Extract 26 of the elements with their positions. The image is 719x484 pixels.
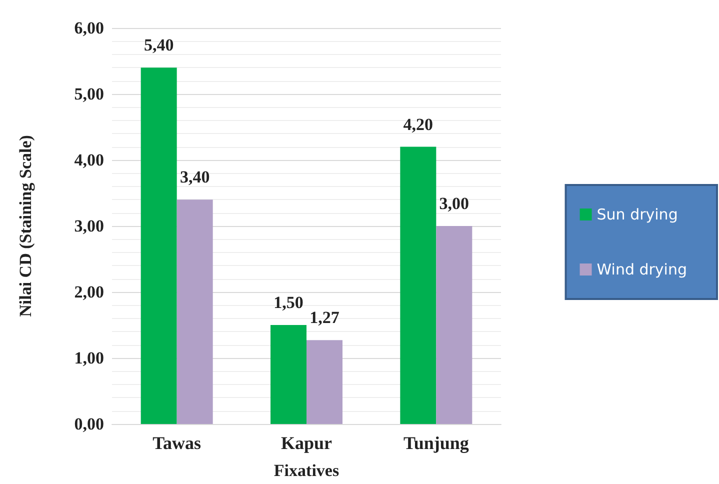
data-label: 5,40 bbox=[144, 36, 174, 55]
bar bbox=[140, 68, 177, 424]
bar bbox=[436, 226, 472, 424]
y-tick-label: 0,00 bbox=[74, 414, 104, 434]
bar bbox=[306, 340, 342, 424]
legend-label: Sun drying bbox=[596, 206, 678, 224]
y-tick-label: 4,00 bbox=[74, 150, 104, 170]
y-tick-label: 5,00 bbox=[74, 84, 104, 104]
y-tick-label: 3,00 bbox=[74, 216, 104, 236]
y-tick-label: 6,00 bbox=[74, 18, 104, 38]
data-label: 3,40 bbox=[180, 168, 210, 187]
legend-label: Wind drying bbox=[596, 260, 688, 278]
bar bbox=[400, 146, 436, 424]
y-tick-label: 2,00 bbox=[74, 282, 104, 302]
data-label: 4,20 bbox=[403, 114, 434, 134]
x-tick-label: Tawas bbox=[152, 433, 202, 453]
data-label: 1,27 bbox=[310, 308, 340, 328]
y-axis-title: Nilai CD (Staining Scale) bbox=[16, 135, 35, 317]
data-label: 1,50 bbox=[274, 293, 304, 312]
bar bbox=[176, 200, 213, 424]
y-tick-label: 1,00 bbox=[74, 348, 104, 368]
x-tick-label: Tunjung bbox=[403, 433, 469, 453]
x-tick-label: Kapur bbox=[280, 433, 332, 453]
data-label: 3,00 bbox=[439, 194, 470, 213]
bar bbox=[270, 325, 306, 424]
x-axis-title: Fixatives bbox=[274, 461, 340, 480]
